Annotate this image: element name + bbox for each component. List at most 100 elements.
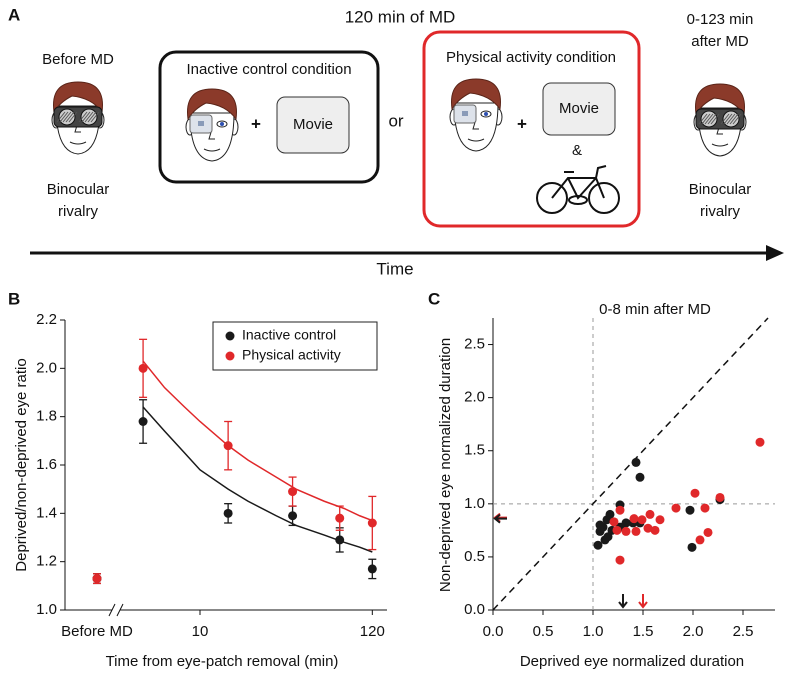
point	[367, 518, 377, 528]
point	[288, 487, 298, 497]
chart-title: 0-8 min after MD	[599, 301, 711, 318]
time-arrowhead	[766, 245, 784, 261]
y-tick-label: 0.5	[464, 548, 485, 565]
hatch	[701, 113, 711, 125]
charts: B 1.0 1.2 1.4 1.6 1.8 2.0 2.2 10 120 Before MD Time…	[8, 289, 775, 670]
hatch	[59, 111, 69, 123]
y-tick-label: 1.0	[36, 601, 57, 618]
hatch	[68, 111, 78, 123]
point	[655, 515, 665, 525]
y-tick-label: 0.0	[464, 601, 485, 618]
y-tick-label: 2.2	[36, 311, 57, 328]
y-axis-label: Non-deprived eye normalized duration	[437, 338, 454, 592]
y-axis-label: Deprived/non-deprived eye ratio	[13, 358, 30, 571]
face	[693, 83, 747, 157]
point	[138, 417, 148, 426]
panel-label: C	[428, 289, 440, 308]
hatch	[723, 113, 733, 125]
stage-label: 0-123 min	[687, 11, 754, 28]
point	[643, 523, 653, 533]
legend-marker	[225, 331, 235, 341]
face	[185, 88, 239, 162]
point	[335, 513, 345, 523]
legend-box	[212, 321, 378, 371]
hatch	[704, 113, 714, 125]
stage-label: after MD	[691, 33, 749, 50]
y-tick-label: 1.4	[36, 504, 57, 521]
hatch	[726, 113, 736, 125]
diagonal	[492, 317, 769, 611]
x-tick-label: 0.0	[483, 623, 504, 640]
y-tick-label: 2.0	[36, 359, 57, 376]
hair	[451, 78, 501, 111]
fit-curve	[142, 406, 373, 553]
hatch	[78, 111, 88, 123]
point	[621, 526, 631, 536]
point	[715, 492, 725, 502]
y-tick-label: 2.0	[464, 389, 485, 406]
point	[645, 509, 655, 519]
condition-box	[422, 30, 641, 228]
caption: Binocular	[47, 181, 110, 198]
caption: Binocular	[689, 181, 752, 198]
condition-box	[158, 50, 380, 184]
point	[635, 472, 645, 482]
point	[637, 515, 647, 525]
x-tick-label: 10	[192, 623, 209, 640]
x-axis-label: Time from eye-patch removal (min)	[106, 653, 339, 670]
point	[650, 525, 660, 535]
point	[615, 555, 625, 565]
hatch	[56, 111, 66, 123]
face	[51, 81, 105, 155]
movie-label: Movie	[293, 116, 333, 133]
point	[621, 518, 631, 528]
hatch	[707, 113, 717, 125]
panel-a: A 120 min of MD Before MD Binocular riva…	[8, 5, 784, 278]
y-tick-label: 1.5	[464, 442, 485, 459]
point	[703, 527, 713, 537]
x-tick-label: 2.5	[733, 623, 754, 640]
point	[92, 574, 102, 584]
mean-arrow	[638, 594, 648, 609]
mouth	[711, 143, 729, 147]
x-category-label: Before MD	[61, 623, 133, 640]
point	[223, 508, 233, 518]
point	[335, 535, 345, 545]
stage-label: Before MD	[42, 51, 114, 68]
point	[138, 363, 148, 373]
face	[449, 78, 503, 152]
movie-box	[276, 96, 350, 154]
point	[631, 526, 641, 536]
hatch	[698, 113, 708, 125]
point	[609, 517, 619, 527]
hair	[187, 88, 237, 121]
point	[690, 488, 700, 498]
y-tick-label: 1.2	[36, 553, 57, 570]
bicycle	[536, 165, 620, 214]
patch-mark	[198, 121, 204, 126]
x-tick-label: 2.0	[683, 623, 704, 640]
hatch	[65, 111, 75, 123]
point	[755, 437, 765, 447]
panel-title: 120 min of MD	[345, 7, 456, 26]
point	[595, 526, 605, 536]
hatch	[84, 111, 94, 123]
mouth	[467, 138, 485, 142]
hatch	[732, 113, 742, 125]
point	[671, 503, 681, 513]
point	[615, 505, 625, 515]
point	[595, 520, 605, 530]
y-tick-label: 1.0	[464, 495, 485, 512]
or: or	[388, 111, 403, 130]
hatch	[81, 111, 91, 123]
y-tick-label: 1.8	[36, 408, 57, 425]
axis-break	[108, 603, 124, 617]
condition-title: Inactive control condition	[186, 61, 351, 78]
legend-label: Inactive control	[242, 327, 336, 343]
mouth	[69, 141, 87, 145]
legend-marker	[225, 351, 235, 361]
y-tick-label: 2.5	[464, 336, 485, 353]
panel-label: B	[8, 289, 20, 308]
point	[367, 564, 377, 574]
